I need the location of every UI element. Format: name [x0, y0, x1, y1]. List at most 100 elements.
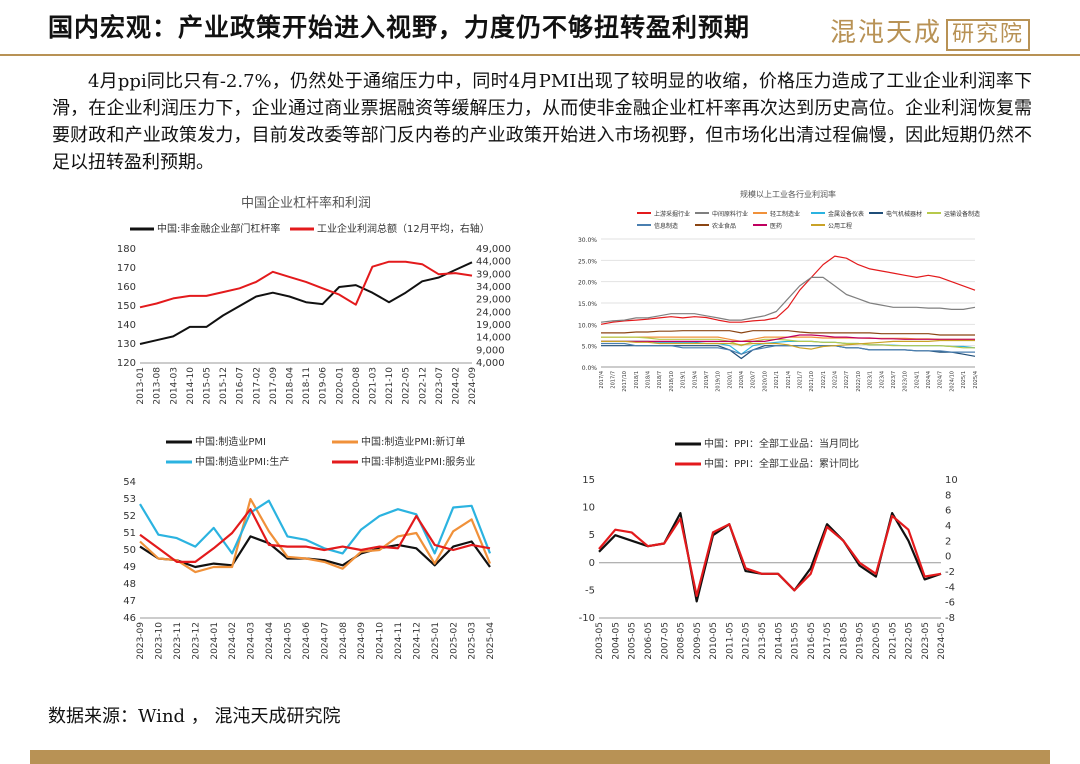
chart-industry-margin-svg: 规模以上工业各行业利润率 0.0% 5.0% 10.0% 15.0% 20.0% 25.0%…	[578, 189, 980, 392]
y-right-tick-label: -2	[945, 567, 955, 578]
chart-ppi: -10 -5 0 5 10 15 -8 -6 -4 -2 0 2 4 6 8 10 2003-05 2004-05…	[565, 430, 985, 690]
series-line	[601, 334, 975, 342]
y-tick-label: -10	[579, 613, 595, 624]
legend-label: 轻工制造业	[770, 210, 800, 218]
series-line	[139, 499, 492, 555]
x-tick-label: 2019/4	[692, 371, 698, 389]
series-line	[601, 339, 975, 350]
y-tick-label: 0	[589, 558, 595, 569]
x-tick-label: 2023-07	[435, 367, 445, 405]
x-tick-label: 2006-05	[644, 622, 654, 660]
x-tick-label: 2024-08	[339, 622, 349, 660]
logo-text: 混沌天成	[830, 18, 943, 48]
x-tick-label: 2020-05	[872, 622, 882, 660]
x-tick-label: 2014-03	[169, 367, 179, 405]
y-right-tick-label: 14,000	[476, 333, 511, 344]
x-tick-label: 2021-05	[888, 622, 898, 660]
y-tick-label: 20.0%	[578, 280, 597, 287]
x-tick-label: 2024-10	[376, 622, 386, 660]
header-divider	[0, 54, 1080, 56]
x-tick-label: 2023-05	[921, 622, 931, 660]
x-tick-label: 2020/7	[751, 371, 757, 389]
series-line	[601, 330, 975, 336]
legend-label: 金属设备仪表	[828, 210, 864, 218]
y-tick-label: 5.0%	[582, 344, 598, 351]
x-tick-label: 2023/1	[868, 371, 874, 389]
x-tick-label: 2025-03	[468, 622, 478, 660]
x-tick-label: 2024-12	[412, 622, 422, 660]
chart-title: 中国企业杠杆率和利润	[241, 195, 371, 211]
x-tick-label: 2024-01	[210, 622, 220, 660]
x-tick-label: 2022/10	[856, 371, 862, 392]
series-line	[601, 345, 976, 360]
x-tick-label: 2022-12	[418, 367, 428, 405]
x-tick-label: 2017-09	[269, 367, 279, 405]
y-tick-label: 49	[123, 562, 136, 573]
legend-label: 运输设备制造	[944, 210, 980, 218]
x-tick-label: 2023/10	[903, 371, 909, 392]
y-tick-label: 130	[117, 339, 136, 350]
y-tick-label: 140	[117, 320, 136, 331]
y-tick-label: 54	[123, 477, 136, 488]
x-tick-label: 2019/7	[704, 371, 710, 389]
legend-label: 工业企业利润总额（12月平均，右轴）	[317, 222, 490, 235]
x-tick-label: 2024-07	[320, 622, 330, 660]
x-tick-label: 2022/4	[833, 371, 839, 389]
y-tick-label: 150	[117, 301, 136, 312]
y-right-tick-label: 39,000	[476, 269, 511, 280]
legend-label: 信息制造	[654, 222, 678, 230]
y-tick-label: 10.0%	[578, 322, 597, 329]
x-tick-label: 2016-07	[236, 367, 246, 405]
x-tick-label: 2018-05	[839, 622, 849, 660]
x-tick-label: 2015-12	[219, 367, 229, 405]
x-tick-label: 2018/4	[646, 371, 652, 389]
series-line	[139, 497, 492, 574]
x-tick-label: 2024/4	[926, 371, 932, 389]
x-tick-label: 2018/1	[634, 371, 640, 389]
x-tick-label: 2021/4	[786, 371, 792, 389]
data-source: 数据来源：Wind ， 混沌天成研究院	[48, 706, 341, 727]
x-tick-label: 2022-05	[402, 367, 412, 405]
x-tick-label: 2021-03	[369, 367, 379, 405]
y-right-tick-label: 4	[945, 521, 951, 532]
x-tick-label: 2009-05	[693, 622, 703, 660]
x-tick-label: 2024-06	[302, 622, 312, 660]
y-tick-label: 46	[123, 613, 136, 624]
x-tick-label: 2005-05	[628, 622, 638, 660]
x-tick-label: 2024/10	[949, 371, 955, 392]
x-tick-label: 2022-05	[905, 622, 915, 660]
x-tick-label: 2018-11	[302, 367, 312, 405]
legend-label: 中国:制造业PMI	[195, 435, 266, 448]
series-line	[139, 508, 491, 563]
x-tick-label: 2011-05	[725, 622, 735, 660]
x-tick-label: 2015-05	[203, 367, 213, 405]
x-tick-label: 2023-09	[136, 622, 146, 660]
x-tick-label: 2024-11	[394, 622, 404, 660]
y-right-tick-label: 29,000	[476, 295, 511, 306]
x-tick-label: 2017-02	[252, 367, 262, 405]
x-tick-label: 2018/7	[657, 371, 663, 389]
x-tick-label: 2023-12	[191, 622, 201, 660]
x-tick-label: 2024-04	[265, 622, 275, 660]
y-tick-label: 30.0%	[578, 237, 597, 244]
legend-label: 中国:非金融企业部门杠杆率	[157, 222, 280, 235]
x-tick-label: 2017-05	[823, 622, 833, 660]
x-tick-label: 2023/4	[879, 371, 885, 389]
series-line	[139, 261, 473, 345]
y-tick-label: 15.0%	[578, 301, 597, 308]
legend-label: 中国:制造业PMI:新订单	[361, 435, 465, 448]
x-tick-label: 2019/1	[681, 371, 687, 389]
x-tick-label: 2003-05	[595, 622, 605, 660]
x-tick-label: 2007-05	[660, 622, 670, 660]
x-tick-label: 2022/7	[844, 371, 850, 389]
y-right-tick-label: -8	[945, 613, 955, 624]
series-line	[600, 276, 976, 323]
legend-label: 中国：PPI：全部工业品：当月同比	[704, 437, 859, 450]
y-right-tick-label: 9,000	[476, 345, 505, 356]
x-tick-label: 2020-01	[335, 367, 345, 405]
series-line	[139, 260, 473, 309]
x-tick-label: 2022/1	[821, 371, 827, 389]
x-tick-label: 2020-08	[352, 367, 362, 405]
page-title: 国内宏观：产业政策开始进入视野，力度仍不够扭转盈利预期	[48, 13, 751, 42]
series-line	[601, 336, 975, 349]
